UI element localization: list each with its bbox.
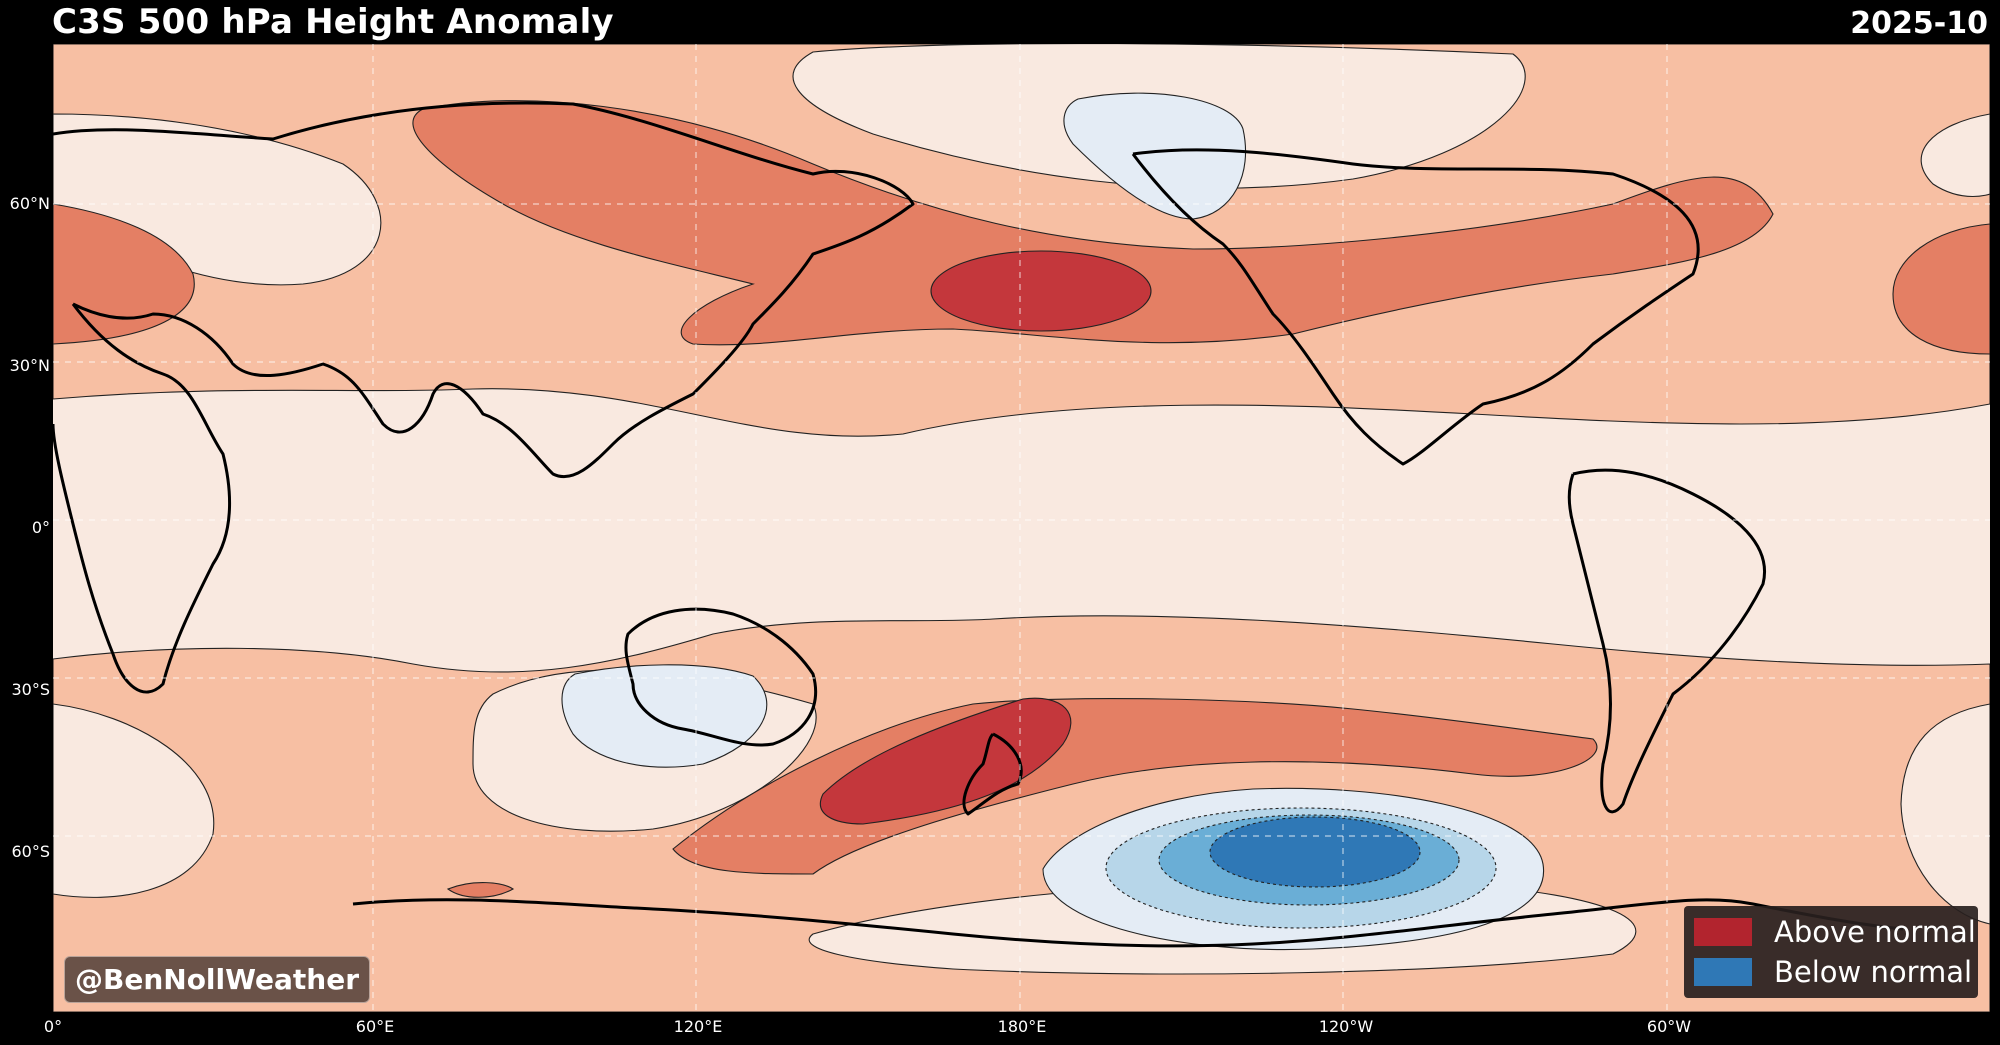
legend-item-below-normal: Below normal: [1694, 955, 1973, 989]
above-normal-label: Above normal: [1774, 915, 1976, 949]
below-normal-swatch: [1694, 958, 1752, 986]
forecast-date: 2025-10: [1850, 6, 1988, 41]
anomaly-europe-moderate-positive: [53, 203, 195, 345]
latitude-label-60n: 60°N: [9, 194, 50, 213]
anomaly-north-pacific-moderate-positive: [412, 100, 1774, 346]
below-normal-label: Below normal: [1774, 955, 1973, 989]
map-title: C3S 500 hPa Height Anomaly: [52, 2, 614, 42]
anomaly-alaska-weak-negative: [1063, 92, 1247, 220]
longitude-label-0: 0°: [43, 1017, 63, 1036]
south-america-coastline: [1567, 468, 1766, 814]
longitude-label-60w: 60°W: [1646, 1017, 1692, 1036]
eurasia-coastline: [53, 101, 915, 479]
anomaly-atlantic-moderate-positive: [1892, 223, 1990, 355]
anomaly-southern-ocean-very-strong-negative: [1209, 816, 1421, 888]
anomaly-south-atlantic-light-area: [53, 703, 215, 898]
anomaly-map: [53, 44, 1990, 1012]
australia-coastline: [624, 607, 818, 747]
anomaly-map-svg: [53, 44, 1990, 1012]
coastlines: [53, 101, 1904, 948]
anomaly-north-pacific-strong-positive: [930, 250, 1152, 332]
anomaly-south-indian-moderate-positive: [446, 882, 515, 898]
legend-item-above-normal: Above normal: [1694, 915, 1976, 949]
latitude-label-30n: 30°N: [9, 356, 50, 375]
anomaly-new-zealand-strong-positive: [820, 697, 1072, 825]
longitude-label-120w: 120°W: [1318, 1017, 1374, 1036]
new-zealand-coastline: [962, 732, 1023, 816]
africa-coastline: [53, 303, 231, 694]
antarctica-coastline: [352, 898, 1904, 948]
anomaly-australia-weak-negative: [561, 664, 768, 768]
watermark-credit: @BenNollWeather: [64, 956, 371, 1003]
above-normal-swatch: [1694, 918, 1752, 946]
latitude-label-equator: 0°: [31, 518, 50, 537]
graticule: [53, 44, 1990, 1012]
north-america-coastline: [1131, 148, 1700, 466]
anomaly-atlantic-light-area: [1920, 113, 1990, 197]
longitude-label-120e: 120°E: [673, 1017, 723, 1036]
longitude-label-180e: 180°E: [997, 1017, 1047, 1036]
map-legend: Above normal Below normal: [1684, 906, 1978, 998]
longitude-label-60e: 60°E: [355, 1017, 395, 1036]
latitude-label-60s: 60°S: [11, 842, 50, 861]
latitude-label-30s: 30°S: [11, 680, 50, 699]
